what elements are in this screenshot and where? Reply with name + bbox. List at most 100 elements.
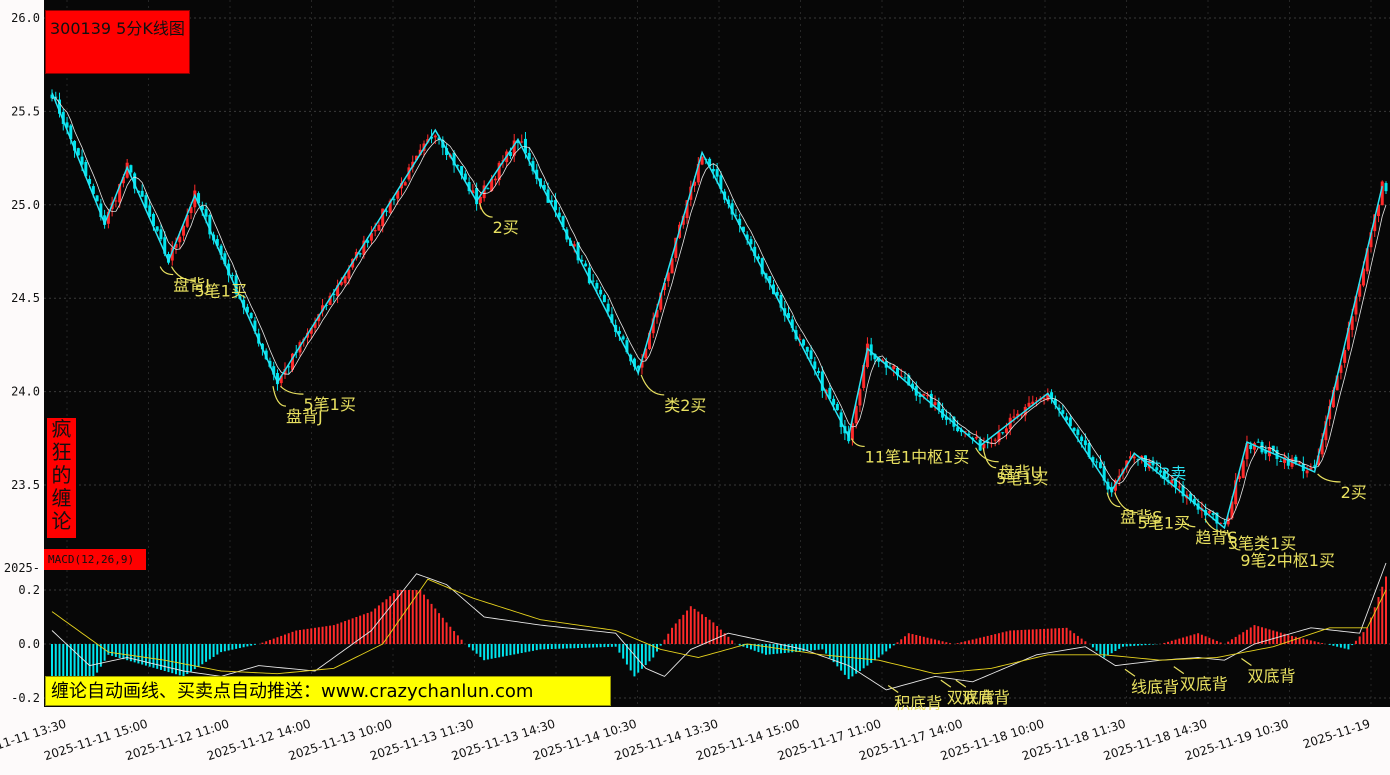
candle-body — [245, 306, 249, 313]
candle-body — [309, 328, 313, 334]
candle-body — [403, 182, 407, 186]
candle-body — [1155, 467, 1159, 471]
macd-annotation-arrow — [955, 679, 967, 688]
candle-body — [125, 162, 129, 178]
candle-body — [1016, 413, 1020, 417]
y-tick-label: 25.0 — [11, 198, 40, 212]
y-tick-label: 23.5 — [11, 478, 40, 492]
candle-body — [798, 338, 802, 340]
candle-body — [362, 240, 366, 255]
candle-body — [452, 152, 456, 166]
annotation-label: 盘背J — [286, 407, 323, 426]
candle-body — [1050, 392, 1054, 400]
candle-body — [437, 137, 441, 140]
candle-body — [204, 209, 208, 217]
candle-body — [95, 195, 99, 202]
candle-body — [779, 294, 783, 308]
candle-body — [215, 239, 219, 246]
candle-body — [166, 254, 170, 263]
candle-body — [865, 343, 869, 368]
candle-body — [617, 330, 621, 334]
candle-body — [1350, 316, 1354, 330]
candle-body — [922, 393, 926, 396]
side-label-char: 缠 — [51, 486, 72, 510]
candle-body — [430, 136, 434, 139]
candle-body — [993, 439, 997, 441]
ma-line — [51, 97, 1387, 522]
macd-label: MACD(12,26,9) — [44, 549, 146, 570]
candle-body — [1087, 442, 1091, 458]
candle-body — [911, 383, 915, 389]
candle-body — [523, 138, 527, 154]
candle-body — [61, 111, 65, 124]
annotation-arrow — [159, 266, 174, 276]
candle-body — [369, 233, 373, 241]
candle-body — [69, 125, 73, 140]
candle-body — [591, 280, 595, 282]
annotation-arrow — [1317, 473, 1341, 483]
candle-body — [1365, 248, 1369, 272]
candle-body — [1309, 467, 1313, 470]
candle-body — [1346, 327, 1350, 350]
candle-body — [456, 165, 460, 167]
candle-body — [715, 169, 719, 177]
candle-body — [1358, 284, 1362, 297]
candle-body — [850, 423, 854, 441]
candle-body — [1095, 461, 1099, 463]
annotation-label: 5笔1买 — [194, 282, 246, 301]
candle-body — [1035, 400, 1039, 402]
chart-title: 300139 5分K线图 — [50, 19, 185, 38]
candle-body — [756, 256, 760, 259]
macd-tick-label: 0.0 — [18, 637, 40, 651]
candle-body — [1354, 296, 1358, 315]
candle-body — [388, 200, 392, 213]
candle-body — [952, 416, 956, 427]
macd-annotation-label: 积底背 — [894, 694, 942, 713]
candle-body — [313, 322, 317, 328]
candle-body — [140, 190, 144, 197]
candle-body — [163, 237, 167, 254]
candle-body — [1343, 349, 1347, 363]
candle-body — [381, 208, 385, 227]
candle-body — [1313, 465, 1317, 467]
annotation-label: 3卖 — [1160, 464, 1186, 483]
chart-title-box: 300139 5分K线图 — [45, 10, 190, 74]
candle-body — [569, 240, 573, 246]
candle-body — [621, 336, 625, 340]
candle-body — [1072, 427, 1076, 431]
macd-grid — [44, 589, 1390, 699]
candle-body — [546, 189, 550, 203]
candle-body — [230, 274, 234, 276]
candle-body — [937, 402, 941, 411]
candle-body — [418, 149, 422, 156]
candle-body — [986, 441, 990, 443]
candle-body — [91, 186, 95, 194]
candle-body — [1136, 459, 1140, 461]
candle-body — [572, 244, 576, 247]
side-label-box: 疯 狂 的 缠 论 — [47, 418, 76, 538]
candle-body — [84, 162, 88, 177]
candle-body — [835, 403, 839, 411]
candle-body — [1226, 517, 1230, 525]
candle-body — [478, 196, 482, 204]
candle-body — [223, 253, 227, 265]
candle-body — [1207, 511, 1211, 514]
candle-body — [869, 344, 873, 356]
macd-histogram — [51, 576, 1387, 685]
annotation-arrow — [479, 202, 493, 218]
candle-body — [1065, 416, 1069, 421]
candle-body — [527, 152, 531, 160]
candle-body — [1027, 402, 1031, 407]
candle-body — [76, 148, 80, 156]
candle-body — [197, 193, 201, 204]
annotation-label: 5笔1买 — [303, 395, 355, 414]
candle-body — [1102, 466, 1106, 481]
macd-lines — [51, 562, 1387, 691]
candle-body — [99, 203, 103, 218]
macd-annotation-label: 双底背 — [962, 688, 1010, 707]
candle-body — [554, 200, 558, 211]
candle-body — [182, 225, 186, 236]
candle-body — [1053, 399, 1057, 405]
